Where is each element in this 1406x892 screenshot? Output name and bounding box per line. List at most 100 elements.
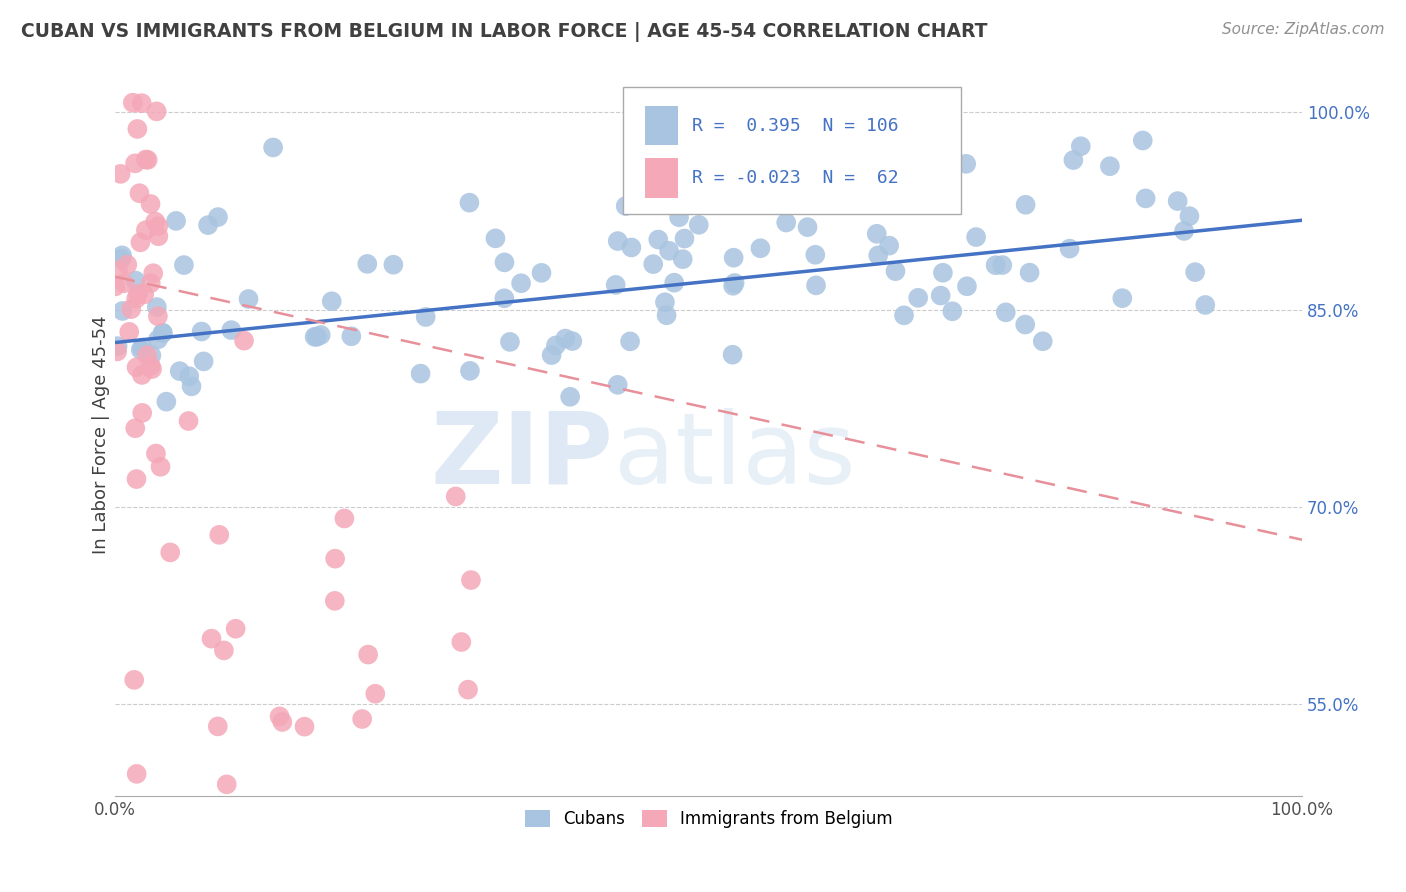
Point	[131, 406, 153, 420]
Point	[956, 279, 979, 293]
Point	[340, 329, 363, 343]
Point	[647, 233, 669, 247]
Point	[262, 140, 284, 154]
Point	[333, 511, 356, 525]
Point	[145, 104, 167, 119]
Point	[135, 223, 157, 237]
Point	[212, 643, 235, 657]
Point	[129, 343, 152, 357]
Point	[180, 379, 202, 393]
Point	[127, 122, 149, 136]
Point	[305, 330, 328, 344]
Point	[238, 292, 260, 306]
Point	[561, 334, 583, 348]
Point	[544, 338, 567, 352]
Point	[499, 334, 522, 349]
Legend: Cubans, Immigrants from Belgium: Cubans, Immigrants from Belgium	[517, 804, 900, 835]
Point	[152, 326, 174, 340]
Point	[136, 153, 159, 167]
Point	[165, 214, 187, 228]
Point	[664, 276, 686, 290]
Point	[458, 364, 481, 378]
Point	[1062, 153, 1084, 167]
Point	[152, 326, 174, 340]
Point	[1194, 298, 1216, 312]
Point	[984, 258, 1007, 272]
Point	[125, 360, 148, 375]
Point	[965, 230, 987, 244]
Point	[658, 244, 681, 258]
Text: R =  0.395  N = 106: R = 0.395 N = 106	[692, 117, 898, 135]
Point	[1098, 159, 1121, 173]
Point	[1032, 334, 1054, 349]
Point	[111, 248, 134, 262]
Point	[136, 348, 159, 362]
Point	[688, 218, 710, 232]
Point	[364, 687, 387, 701]
Point	[225, 622, 247, 636]
Point	[128, 186, 150, 201]
Point	[105, 344, 128, 359]
Point	[141, 348, 163, 362]
Point	[1135, 191, 1157, 205]
Point	[197, 218, 219, 232]
Point	[271, 714, 294, 729]
FancyBboxPatch shape	[623, 87, 962, 214]
Point	[208, 528, 231, 542]
Point	[190, 325, 212, 339]
Point	[233, 334, 256, 348]
Point	[1059, 242, 1081, 256]
Point	[131, 96, 153, 111]
Point	[142, 266, 165, 280]
Point	[415, 310, 437, 324]
Point	[1173, 224, 1195, 238]
Point	[141, 362, 163, 376]
Text: CUBAN VS IMMIGRANTS FROM BELGIUM IN LABOR FORCE | AGE 45-54 CORRELATION CHART: CUBAN VS IMMIGRANTS FROM BELGIUM IN LABO…	[21, 22, 987, 42]
Text: Source: ZipAtlas.com: Source: ZipAtlas.com	[1222, 22, 1385, 37]
Point	[357, 648, 380, 662]
Point	[173, 258, 195, 272]
Point	[125, 767, 148, 781]
Point	[494, 255, 516, 269]
Point	[796, 220, 818, 235]
Bar	[644, 105, 678, 145]
Point	[1167, 194, 1189, 208]
Point	[721, 278, 744, 293]
Point	[655, 308, 678, 322]
Point	[724, 276, 747, 290]
Point	[866, 227, 889, 241]
Point	[127, 286, 149, 301]
Point	[654, 295, 676, 310]
Point	[207, 719, 229, 733]
Point	[121, 95, 143, 110]
Point	[125, 292, 148, 306]
Point	[804, 248, 827, 262]
Point	[139, 276, 162, 290]
Point	[131, 368, 153, 382]
Point	[484, 231, 506, 245]
Point	[112, 277, 135, 291]
Point	[294, 720, 316, 734]
Point	[1018, 266, 1040, 280]
Point	[1111, 291, 1133, 305]
Point	[409, 367, 432, 381]
Point	[139, 197, 162, 211]
Point	[143, 214, 166, 228]
Point	[110, 252, 132, 266]
Point	[134, 287, 156, 301]
Point	[540, 348, 562, 362]
Point	[619, 334, 641, 349]
Point	[104, 279, 127, 293]
Point	[304, 330, 326, 344]
Point	[804, 278, 827, 293]
Point	[145, 446, 167, 460]
Text: atlas: atlas	[613, 408, 855, 505]
Point	[775, 215, 797, 229]
Point	[1014, 198, 1036, 212]
Point	[560, 390, 582, 404]
Point	[269, 709, 291, 723]
Bar	[644, 158, 678, 198]
Point	[221, 323, 243, 337]
Point	[668, 211, 690, 225]
Point	[749, 241, 772, 255]
